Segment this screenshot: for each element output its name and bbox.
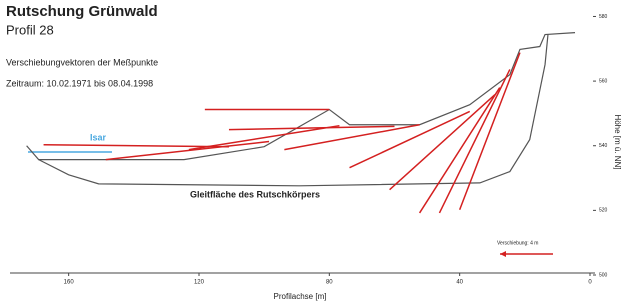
y-tick-label: 540 (599, 143, 608, 149)
displacement-vector (106, 142, 269, 160)
chart-title: Rutschung Grünwald (6, 3, 158, 20)
y-tick-label: 500 (599, 272, 608, 278)
y-tick-label: 560 (599, 78, 608, 84)
displacement-vector (350, 111, 470, 167)
legend-arrowhead (500, 251, 506, 257)
displacement-vector (229, 126, 395, 129)
annotation: Gleitfläche des Rutschkörpers (190, 189, 320, 199)
x-tick-label: 80 (326, 280, 333, 286)
annotation: Zeitraum: 10.02.1971 bis 08.04.1998 (6, 78, 153, 88)
chart-subtitle: Profil 28 (6, 22, 54, 37)
y-axis-label: Höhe [m ü. NN] (613, 114, 622, 169)
annotation: Verschiebungvektoren der Meßpunkte (6, 57, 158, 67)
y-tick-label: 580 (599, 14, 608, 20)
displacement-vector (460, 53, 520, 210)
displacement-vector (44, 145, 229, 147)
displacement-vector (420, 88, 500, 213)
river-label: Isar (90, 132, 107, 142)
x-tick-label: 120 (194, 280, 205, 286)
x-tick-label: 40 (456, 280, 463, 286)
x-axis-label: Profilachse [m] (274, 292, 327, 301)
legend-label: Verschiebung: 4 m (497, 240, 538, 246)
x-tick-label: 160 (64, 280, 75, 286)
y-tick-label: 520 (599, 208, 608, 214)
x-tick-label: 0 (588, 280, 592, 286)
displacement-vector (439, 69, 509, 212)
chart: Rutschung Grünwald Profil 28 Verschiebun… (0, 0, 626, 303)
